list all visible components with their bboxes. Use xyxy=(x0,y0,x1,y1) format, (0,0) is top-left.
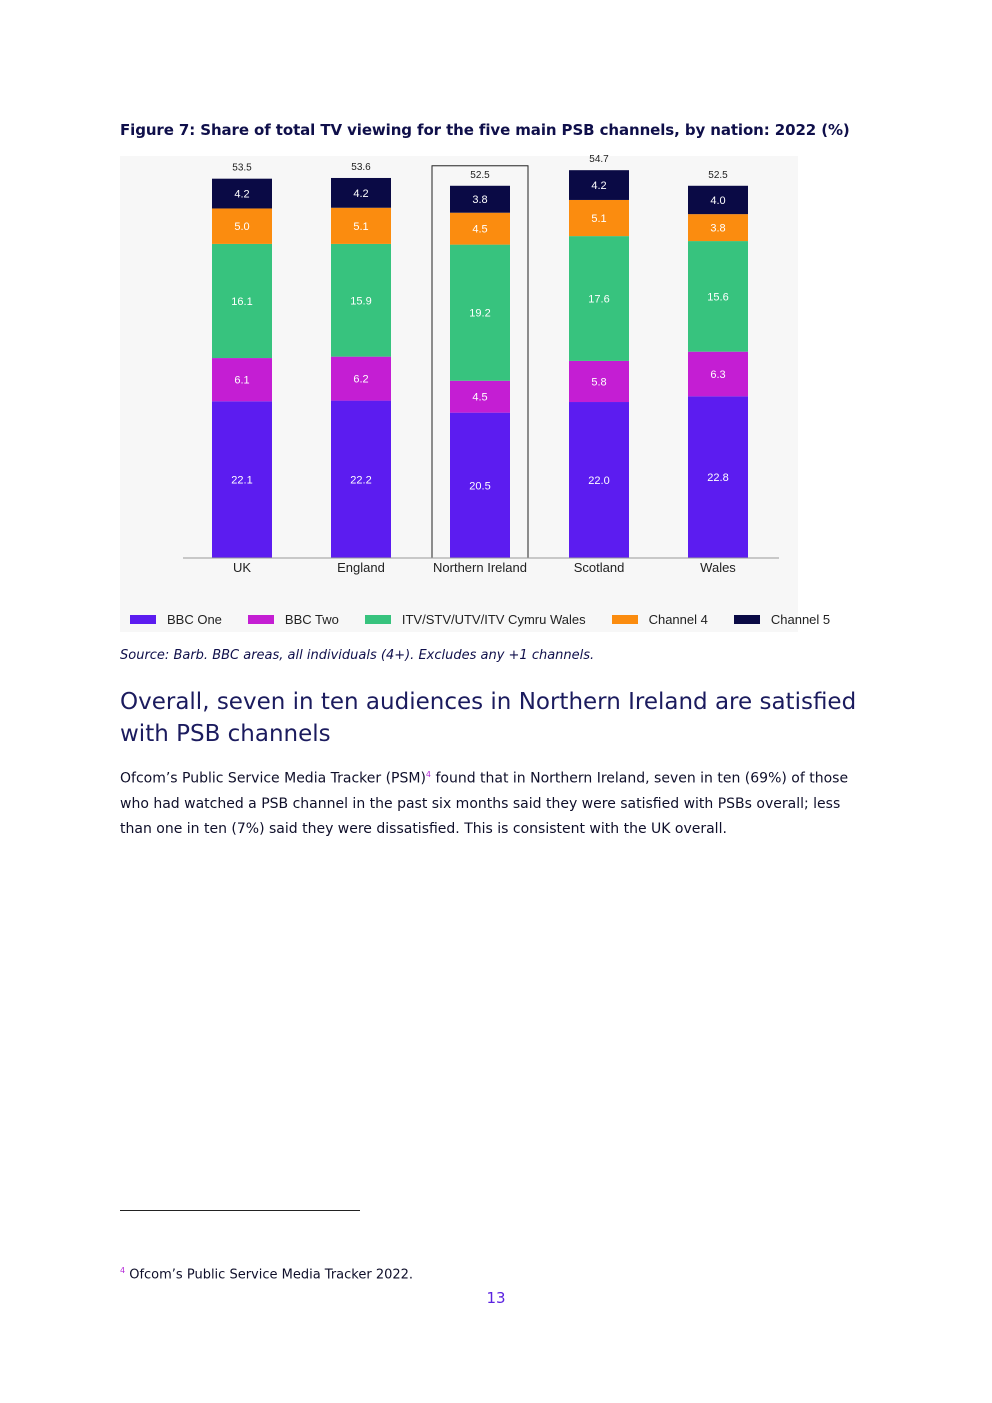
data-label-channel-5: 4.2 xyxy=(591,180,606,192)
data-label-channel-4: 5.1 xyxy=(353,221,368,233)
total-label: 53.6 xyxy=(351,162,371,173)
bar-segment-itv-stv-utv-itv-cymru-wales xyxy=(212,243,272,359)
legend-swatch xyxy=(611,614,638,624)
data-label-bbc-one: 22.8 xyxy=(707,472,728,484)
bar-segment-bbc-two xyxy=(331,356,391,401)
data-label-bbc-two: 5.8 xyxy=(591,376,606,388)
data-label-bbc-two: 6.3 xyxy=(710,369,725,381)
x-tick-label: England xyxy=(337,560,385,575)
data-label-channel-4: 4.5 xyxy=(472,224,487,236)
bar-segment-itv-stv-utv-itv-cymru-wales xyxy=(688,241,748,352)
bar-segment-channel-5 xyxy=(331,177,391,208)
bar-segment-channel-5 xyxy=(688,185,748,215)
legend-label: BBC One xyxy=(167,611,222,627)
bar-segment-itv-stv-utv-itv-cymru-wales xyxy=(450,244,510,381)
legend-item: Channel 5 xyxy=(733,611,831,627)
data-label-bbc-two: 6.1 xyxy=(234,375,249,387)
x-tick-label: Scotland xyxy=(574,560,625,575)
data-label-bbc-one: 22.0 xyxy=(588,475,609,487)
para-text-before-ref: Ofcom’s Public Service Media Tracker (PS… xyxy=(120,770,426,787)
legend-swatch xyxy=(733,614,760,624)
data-label-bbc-two: 4.5 xyxy=(472,392,487,404)
data-label-itv-stv-utv-itv-cymru-wales: 17.6 xyxy=(588,294,609,306)
footnote-text: Ofcom’s Public Service Media Tracker 202… xyxy=(125,1267,414,1283)
legend-item: Channel 4 xyxy=(611,611,708,627)
data-label-channel-4: 5.1 xyxy=(591,213,606,225)
data-label-itv-stv-utv-itv-cymru-wales: 16.1 xyxy=(231,296,252,308)
bar-segment-channel-5 xyxy=(569,170,629,200)
body-paragraph: Ofcom’s Public Service Media Tracker (PS… xyxy=(120,762,870,842)
bar-segment-bbc-one xyxy=(569,402,629,558)
footnote-reference[interactable]: 4 xyxy=(425,770,431,779)
bar-segment-channel-4 xyxy=(569,199,629,237)
legend-item: BBC Two xyxy=(247,611,339,627)
data-label-itv-stv-utv-itv-cymru-wales: 15.9 xyxy=(350,295,371,307)
legend-label: ITV/STV/UTV/ITV Cymru Wales xyxy=(401,611,586,627)
legend-label: Channel 4 xyxy=(648,611,708,627)
x-tick-label: Northern Ireland xyxy=(433,560,527,575)
legend-swatch xyxy=(247,614,274,624)
data-label-bbc-two: 6.2 xyxy=(353,374,368,386)
x-tick-label: Wales xyxy=(700,560,736,575)
data-label-itv-stv-utv-itv-cymru-wales: 15.6 xyxy=(707,291,728,303)
chart-legend: BBC One BBC Two ITV/STV/UTV/ITV Cymru Wale… xyxy=(120,607,846,631)
stacked-bar-chart: 22.1 6.1 16.1 5.0 4.2 53.5 UK 22.2 6.2 15.9 5.1 4.2… xyxy=(183,154,779,575)
data-label-channel-5: 3.8 xyxy=(472,194,487,206)
data-label-channel-4: 3.8 xyxy=(710,223,725,235)
total-label: 52.5 xyxy=(470,170,490,181)
data-label-itv-stv-utv-itv-cymru-wales: 19.2 xyxy=(469,308,490,320)
bar-segment-bbc-one xyxy=(688,396,748,558)
x-tick-label: UK xyxy=(233,560,251,575)
bar-segment-channel-4 xyxy=(450,212,510,245)
bar-segment-channel-5 xyxy=(450,185,510,213)
legend-label: BBC Two xyxy=(284,611,339,627)
data-label-bbc-one: 22.2 xyxy=(350,474,371,486)
bar-segment-bbc-one xyxy=(450,412,510,558)
total-label: 54.7 xyxy=(589,154,609,165)
legend-swatch xyxy=(130,614,156,624)
bar-segment-bbc-two xyxy=(688,351,748,397)
footnote: 4 Ofcom’s Public Service Media Tracker 2… xyxy=(120,1266,413,1282)
para-text-after-ref: found that in Northern Ireland, seven in… xyxy=(120,770,849,837)
data-label-bbc-one: 22.1 xyxy=(231,475,252,487)
figure-source: Source: Barb. BBC areas, all individuals… xyxy=(120,648,595,663)
data-label-bbc-one: 20.5 xyxy=(469,480,490,492)
total-label: 53.5 xyxy=(232,163,252,174)
data-label-channel-4: 5.0 xyxy=(234,221,249,233)
footnote-divider xyxy=(120,1210,360,1211)
bar-segment-itv-stv-utv-itv-cymru-wales xyxy=(569,236,629,361)
data-label-channel-5: 4.0 xyxy=(710,195,725,207)
total-label: 52.5 xyxy=(708,170,728,181)
bar-segment-channel-5 xyxy=(212,178,272,209)
bar-segment-bbc-two xyxy=(450,380,510,413)
legend-swatch xyxy=(364,614,391,624)
bar-segment-bbc-one xyxy=(331,400,391,558)
bar-segment-channel-4 xyxy=(688,214,748,242)
legend-item: ITV/STV/UTV/ITV Cymru Wales xyxy=(364,611,586,627)
data-label-channel-5: 4.2 xyxy=(353,188,368,200)
section-heading: Overall, seven in ten audiences in North… xyxy=(120,689,857,747)
data-label-channel-5: 4.2 xyxy=(234,189,249,201)
bar-segment-bbc-two xyxy=(569,360,629,403)
figure-title: Figure 7: Share of total TV viewing for … xyxy=(120,121,850,139)
footnote-marker: 4 xyxy=(120,1266,126,1275)
bar-segment-bbc-two xyxy=(212,358,272,402)
legend-label: Channel 5 xyxy=(770,611,831,627)
bar-segment-itv-stv-utv-itv-cymru-wales xyxy=(331,243,391,357)
bar-segment-channel-4 xyxy=(331,207,391,244)
bar-segment-bbc-one xyxy=(212,401,272,558)
page-number: 13 xyxy=(486,1289,506,1307)
legend-item: BBC One xyxy=(130,612,222,627)
bar-segment-channel-4 xyxy=(212,208,272,244)
